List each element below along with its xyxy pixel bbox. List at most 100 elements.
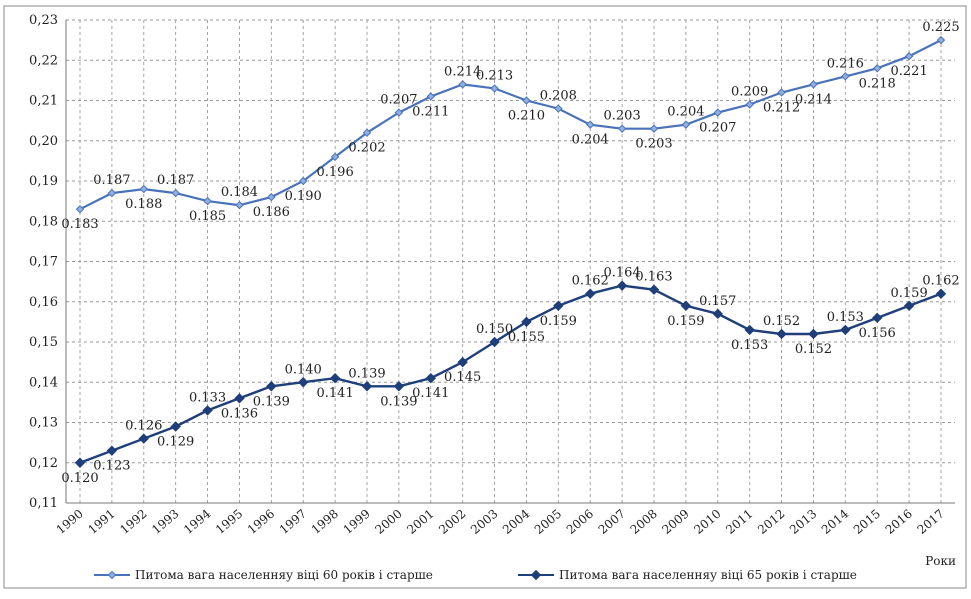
data-label: 0.126	[125, 419, 162, 434]
y-tick-label: 0,11	[29, 496, 58, 511]
data-point-marker	[873, 64, 882, 73]
data-point-marker	[841, 72, 850, 81]
data-label: 0.152	[763, 314, 800, 329]
y-axis-ticks: 0,11 0,12 0,13 0,14 0,15 0,16 0,17 0,18 0,19 0,20…	[29, 13, 58, 511]
data-label: 0.159	[667, 314, 704, 329]
data-point-marker	[298, 377, 309, 388]
data-label: 0.184	[221, 185, 258, 200]
data-label: 0.204	[667, 105, 704, 120]
data-label: 0.221	[891, 64, 928, 79]
data-point-marker	[330, 152, 340, 162]
y-tick-label: 0,20	[29, 134, 58, 149]
data-point-marker	[872, 312, 883, 324]
data-label: 0.123	[93, 459, 130, 474]
data-point-marker	[171, 188, 180, 198]
data-point-marker	[138, 433, 149, 444]
data-point-marker	[299, 176, 308, 186]
data-label: 0.153	[827, 310, 864, 325]
data-label: 0.157	[699, 294, 736, 309]
data-point-marker	[713, 108, 722, 117]
data-label: 0.163	[635, 270, 672, 285]
data-point-marker	[329, 373, 341, 384]
data-label: 0.159	[891, 286, 928, 301]
y-tick-label: 0,16	[29, 295, 58, 310]
legend-label: Питома вага населенняу віці 65 років і с…	[559, 568, 857, 582]
data-point-marker	[585, 288, 596, 299]
data-label: 0.209	[731, 85, 768, 100]
data-label: 0.214	[444, 64, 481, 79]
data-label: 0.202	[348, 141, 385, 156]
data-point-marker	[361, 381, 373, 392]
data-label: 0.155	[508, 330, 545, 345]
data-point-marker	[744, 324, 755, 336]
data-label: 0.120	[61, 471, 98, 486]
data-point-marker	[234, 393, 245, 404]
y-tick-label: 0,17	[29, 255, 58, 270]
series-layer	[74, 35, 947, 468]
data-point-marker	[809, 80, 818, 89]
data-point-marker	[553, 300, 564, 311]
data-point-marker	[235, 200, 244, 210]
data-label: 0.207	[380, 93, 417, 108]
data-labels: 0.183 0.187 0.188 0.187 0.185 0.184 0.1860.190…	[61, 20, 959, 486]
chart-frame	[3, 5, 967, 589]
y-tick-label: 0,19	[29, 174, 58, 189]
data-point-marker	[586, 120, 595, 129]
data-point-marker	[776, 328, 787, 340]
data-point-marker	[680, 300, 692, 311]
data-point-marker	[649, 124, 659, 133]
y-tick-label: 0,21	[29, 94, 58, 109]
y-tick-label: 0,23	[29, 13, 58, 28]
series-line	[79, 284, 942, 464]
data-point-marker	[393, 381, 405, 392]
data-label: 0.183	[61, 217, 98, 232]
data-label: 0.140	[285, 362, 322, 377]
data-label: 0.208	[540, 89, 577, 104]
data-label: 0.188	[125, 197, 162, 212]
y-tick-label: 0,12	[29, 456, 58, 471]
data-label: 0.207	[699, 121, 736, 136]
data-point-marker	[617, 124, 627, 133]
data-point-marker	[170, 421, 181, 432]
data-label: 0.164	[604, 266, 641, 281]
data-point-marker	[267, 192, 276, 202]
data-point-marker	[139, 184, 148, 194]
data-point-marker	[107, 188, 117, 198]
data-point-marker	[362, 128, 372, 137]
data-label: 0.196	[317, 165, 354, 180]
legend-label: Питома вага населенняу віці 60 років і с…	[135, 568, 433, 582]
data-label: 0.150	[476, 322, 513, 337]
data-point-marker	[808, 328, 819, 340]
series-line	[79, 39, 942, 211]
legend-marker	[530, 569, 542, 581]
data-label: 0.145	[444, 370, 481, 385]
data-label: 0.214	[795, 92, 832, 107]
data-label: 0.133	[189, 390, 226, 405]
y-tick-label: 0,18	[29, 214, 58, 229]
data-point-marker	[522, 96, 531, 105]
data-label: 0.211	[412, 104, 449, 119]
y-tick-label: 0,15	[29, 335, 58, 350]
data-point-marker	[648, 284, 660, 295]
data-label: 0.216	[827, 56, 864, 71]
data-point-marker	[745, 100, 754, 109]
y-tick-label: 0,14	[29, 375, 58, 390]
data-label: 0.139	[380, 394, 417, 409]
data-point-marker	[681, 120, 691, 129]
data-point-marker	[202, 405, 213, 416]
data-label: 0.141	[317, 386, 354, 401]
data-point-marker	[74, 457, 86, 468]
data-point-marker	[904, 52, 914, 61]
data-label: 0.212	[763, 100, 800, 115]
data-label: 0.218	[859, 76, 896, 91]
data-point-marker	[840, 324, 851, 336]
data-point-marker	[266, 381, 277, 392]
data-point-marker	[777, 88, 786, 97]
data-label: 0.190	[285, 189, 322, 204]
data-point-marker	[490, 84, 499, 93]
data-label: 0.136	[221, 406, 258, 421]
data-point-marker	[489, 336, 500, 348]
data-point-marker	[554, 104, 563, 113]
